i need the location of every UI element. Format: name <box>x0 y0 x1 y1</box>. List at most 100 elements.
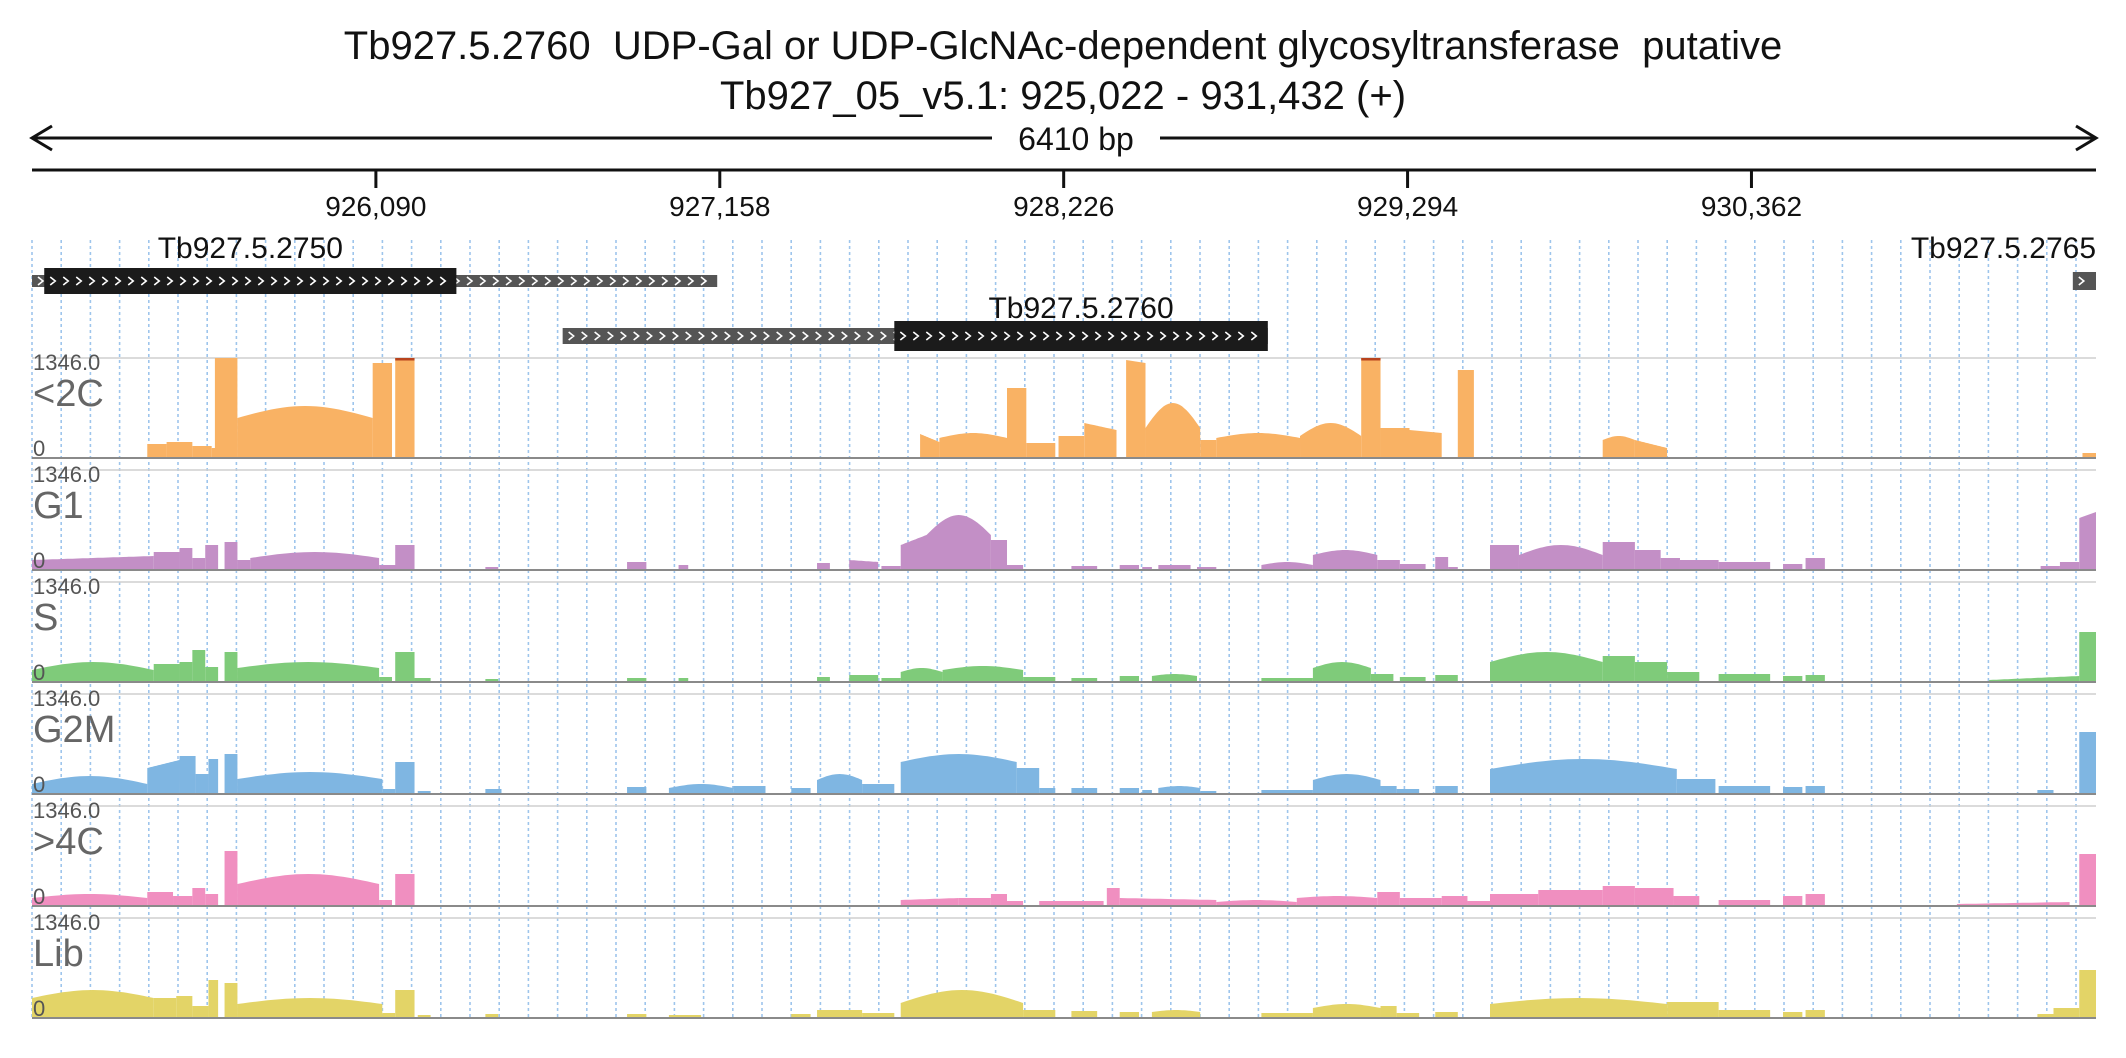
coverage-bar <box>1783 896 1803 906</box>
coverage-bar <box>1396 1013 1420 1018</box>
gene-feature[interactable]: Tb927.5.2765 <box>1911 232 2096 290</box>
coverage-track: 1346.0<2C 0 <box>32 350 2096 461</box>
coverage-bar <box>382 789 396 794</box>
coverage-track: 1346.0>4C 0 <box>32 798 2096 909</box>
coverage-bar <box>179 548 193 570</box>
coverage-bar <box>153 552 180 570</box>
coverage-bar <box>237 560 251 570</box>
coverage-bar <box>1399 564 1426 570</box>
coverage-bar <box>1026 443 1056 458</box>
coverage-bar <box>1718 1010 1771 1018</box>
coverage-bar <box>1435 786 1458 794</box>
coverage-bar <box>237 772 383 794</box>
coverage-bar <box>1805 1010 1825 1018</box>
locus-coordinates: Tb927_05_v5.1: 925,022 - 931,432 (+) <box>719 74 1407 118</box>
track-min-label: 0 <box>33 996 45 1021</box>
coverage-bar <box>1007 565 1024 570</box>
coverage-bar <box>224 652 238 682</box>
coverage-bar <box>1071 788 1098 794</box>
gene-feature[interactable]: Tb927.5.2750 <box>32 232 718 294</box>
coverage-bar <box>1261 1013 1313 1018</box>
coverage-bar <box>1296 896 1378 906</box>
span-length-label: 6410 bp <box>1018 121 1134 157</box>
coverage-bar <box>2079 970 2096 1018</box>
coverage-bar <box>1158 565 1191 570</box>
coverage-bar <box>1602 886 1635 906</box>
coverage-bar <box>942 666 1024 682</box>
coverage-bar <box>395 545 415 570</box>
coverage-bar <box>862 784 895 794</box>
coverage-bar <box>1380 786 1397 794</box>
coverage-bar <box>862 1013 895 1018</box>
clip-marker <box>1361 358 1381 361</box>
coverage-bar <box>1805 675 1825 682</box>
coverage-bar <box>2079 732 2096 794</box>
coverage-bar <box>1300 423 1362 458</box>
coverage-bar <box>1602 436 1635 458</box>
coverage-bar <box>32 776 148 794</box>
coverage-bar <box>1151 1010 1201 1018</box>
coverage-bar <box>1783 787 1803 794</box>
coverage-bar <box>926 515 991 570</box>
coverage-bar <box>147 760 180 794</box>
coverage-bar <box>195 774 209 794</box>
coverage-bar <box>1490 652 1603 682</box>
track-min-label: 0 <box>33 436 45 461</box>
scale-tick-label: 927,158 <box>669 191 770 222</box>
coverage-bar <box>237 998 383 1018</box>
coverage-track: 1346.0G1 0 <box>32 462 2096 573</box>
coverage-bar <box>1435 557 1449 570</box>
coverage-bar <box>224 983 238 1018</box>
track-max-label: 1346.0 <box>33 462 100 487</box>
coverage-bar <box>153 664 180 682</box>
track-max-label: 1346.0 <box>33 798 100 823</box>
track-name-label: G2M <box>33 709 115 751</box>
coverage-bar <box>179 756 196 794</box>
coverage-bar <box>1312 662 1371 682</box>
coverage-tracks: 1346.0<2C01346.0G101346.0S01346.0G2M0134… <box>32 350 2096 1021</box>
gene-feature[interactable]: Tb927.5.2760 <box>562 292 1268 351</box>
coverage-bar <box>1718 562 1771 570</box>
coverage-bar <box>1145 403 1201 458</box>
coverage-bar <box>1261 562 1313 570</box>
coverage-bar <box>237 662 380 682</box>
coverage-bar <box>224 851 238 906</box>
coverage-bar <box>179 662 193 682</box>
coverage-bar <box>1399 677 1426 682</box>
coverage-bar <box>395 652 415 682</box>
coverage-bar <box>205 667 219 682</box>
coverage-bar <box>485 789 502 794</box>
coverage-bar <box>900 898 959 906</box>
coverage-bar <box>1518 545 1603 570</box>
coverage-bar <box>192 446 212 458</box>
coverage-bar <box>173 896 193 906</box>
coverage-bar <box>1039 901 1104 906</box>
coverage-bar <box>395 762 415 794</box>
coverage-bar <box>900 990 1024 1018</box>
track-min-label: 0 <box>33 660 45 685</box>
coverage-bar <box>1151 674 1197 682</box>
coverage-bar <box>1490 894 1539 906</box>
coverage-bar <box>1676 779 1716 794</box>
coverage-bar <box>1396 789 1420 794</box>
coverage-bar <box>1718 674 1771 682</box>
coverage-bar <box>1023 677 1056 682</box>
gene-label: Tb927.5.2750 <box>158 232 343 265</box>
coverage-bar <box>395 874 415 906</box>
coverage-bar <box>1805 786 1825 794</box>
coverage-bar <box>1312 550 1378 570</box>
coverage-bar <box>208 759 219 794</box>
coverage-bar <box>817 677 830 682</box>
coverage-bar <box>733 786 766 794</box>
coverage-bar <box>1490 759 1677 794</box>
coverage-bar <box>1023 1010 1056 1018</box>
coverage-bar <box>2082 453 2096 458</box>
coverage-bar <box>1989 676 2080 682</box>
coverage-bar <box>900 535 927 570</box>
coverage-bar <box>990 540 1008 570</box>
coverage-bar <box>1377 892 1400 906</box>
coverage-bar <box>372 363 392 458</box>
coverage-bar <box>668 784 734 794</box>
coverage-bar <box>395 990 415 1018</box>
